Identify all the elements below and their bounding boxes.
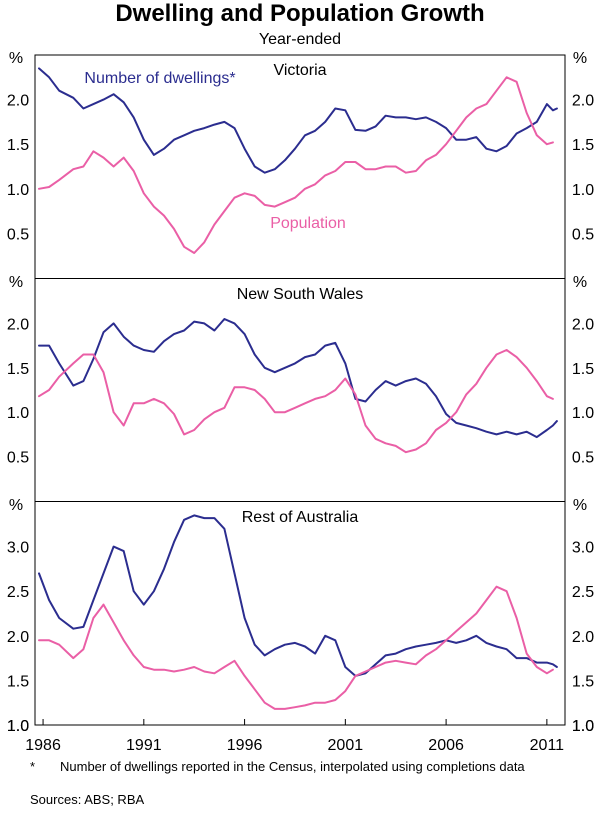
legend-dwellings: Number of dwellings*	[84, 70, 235, 87]
y-tick-label-left: 1.0	[7, 718, 29, 735]
y-tick-label-left: 2.5	[7, 584, 29, 601]
y-tick-label-right: 1.5	[572, 673, 594, 690]
x-tick-label: 2001	[328, 737, 364, 750]
legend-population: Population	[270, 215, 346, 232]
y-tick-label-right: 0.5	[572, 226, 594, 243]
y-unit-label-right: %	[573, 274, 587, 291]
x-tick-label: 1996	[227, 737, 263, 750]
y-tick-label-right: 1.0	[572, 718, 594, 735]
y-unit-label-right: %	[573, 497, 587, 514]
x-tick-label: 1991	[126, 737, 162, 750]
y-unit-label-left: %	[9, 274, 23, 291]
chart-svg: % % 0.5 0.5 1.0 1.0 1.5 1.5 2.0 2.0 Victoria% % 0.5 0…	[7, 50, 594, 750]
y-tick-label-right: 1.5	[572, 137, 594, 154]
footnote-marker: *	[30, 759, 36, 774]
sources-note: Sources: ABS; RBA	[30, 792, 145, 807]
y-tick-label-left: 1.0	[7, 405, 29, 422]
y-tick-label-left: 1.0	[7, 718, 29, 735]
series-line-population	[38, 76, 554, 254]
y-tick-label-left: 2.0	[7, 93, 29, 110]
y-tick-label-left: 0.5	[7, 450, 29, 467]
y-tick-label-right: 2.0	[572, 316, 594, 333]
series-line-dwellings	[38, 514, 558, 677]
series-line-population	[38, 349, 554, 454]
y-unit-label-left: %	[9, 497, 23, 514]
y-tick-label-right: 1.5	[572, 361, 594, 378]
y-tick-label-left: 0.5	[7, 226, 29, 243]
y-tick-label-right: 1.0	[572, 718, 594, 735]
y-tick-label-right: 3.0	[572, 540, 594, 557]
y-tick-label-right: 0.5	[572, 450, 594, 467]
chart-subtitle: Year-ended	[258, 31, 342, 48]
x-tick-label: 2006	[428, 737, 464, 750]
y-tick-label-right: 1.0	[572, 182, 594, 199]
y-tick-label-left: 1.5	[7, 361, 29, 378]
series-line-dwellings	[38, 67, 558, 174]
series-line-dwellings	[38, 318, 558, 439]
y-unit-label-right: %	[573, 50, 587, 67]
plot-frame	[34, 54, 566, 726]
panel-title: Victoria	[273, 62, 326, 79]
y-unit-label-left: %	[9, 50, 23, 67]
y-tick-label-left: 2.0	[7, 316, 29, 333]
chart-title: Dwelling and Population Growth	[115, 0, 485, 27]
y-tick-label-left: 1.0	[7, 182, 29, 199]
panel-title: New South Wales	[237, 286, 364, 303]
y-tick-label-left: 2.0	[7, 629, 29, 646]
panel-title: Rest of Australia	[242, 509, 359, 526]
y-tick-label-right: 2.5	[572, 584, 594, 601]
y-tick-label-right: 1.0	[572, 405, 594, 422]
y-tick-label-right: 2.0	[572, 93, 594, 110]
y-tick-label-right: 2.0	[572, 629, 594, 646]
x-tick-label: 1986	[25, 737, 61, 750]
y-tick-label-left: 1.5	[7, 137, 29, 154]
x-tick-label: 2011	[530, 737, 565, 750]
footnote-text: Number of dwellings reported in the Cens…	[60, 759, 525, 774]
y-tick-label-left: 3.0	[7, 540, 29, 557]
y-tick-label-left: 1.5	[7, 673, 29, 690]
series-line-population	[38, 585, 554, 710]
